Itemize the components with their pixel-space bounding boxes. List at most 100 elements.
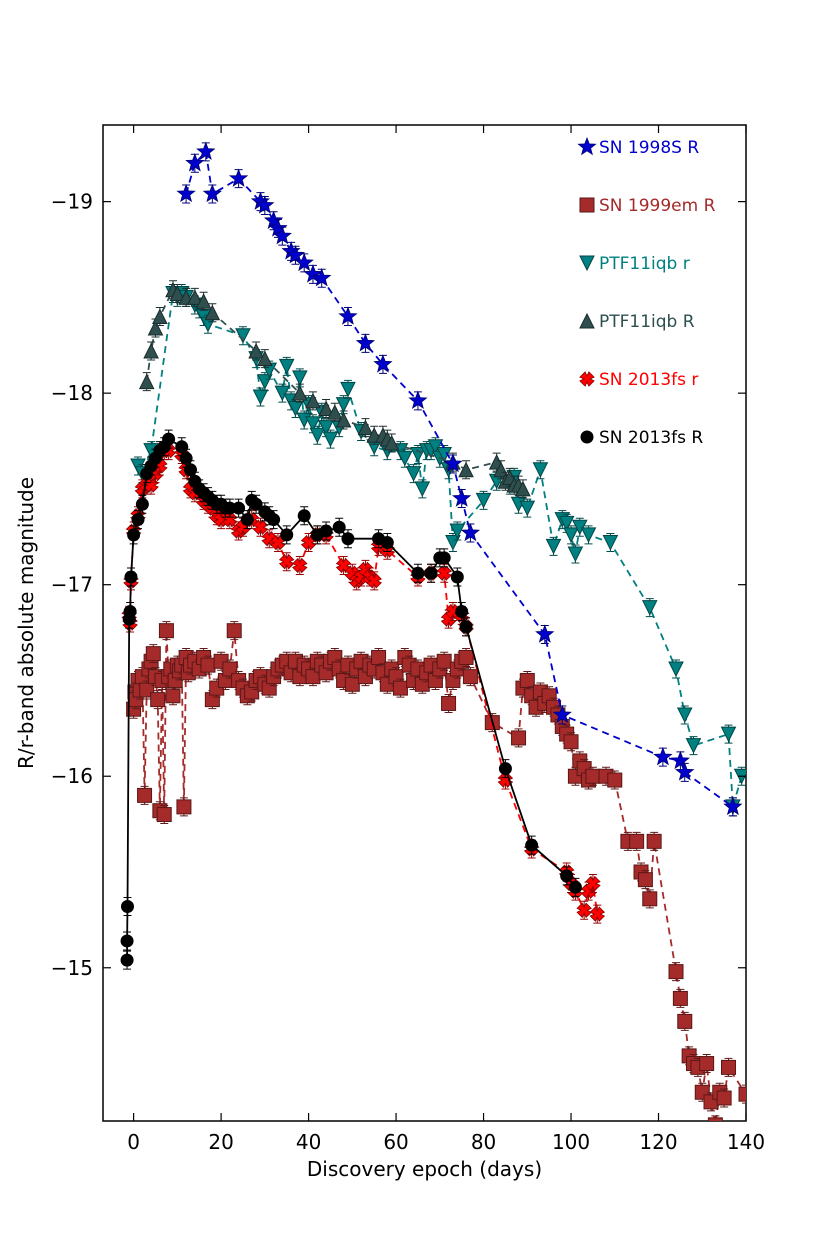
legend-item: SN 2013fs r	[579, 370, 698, 390]
data-point	[270, 534, 286, 551]
data-point	[318, 400, 334, 416]
data-point	[280, 528, 294, 542]
x-tick-label: 0	[127, 1130, 140, 1154]
legend-marker	[579, 371, 595, 387]
data-point	[312, 268, 332, 287]
data-point	[127, 528, 141, 542]
data-point	[452, 488, 472, 507]
data-point	[287, 400, 304, 417]
series-layer	[120, 141, 746, 1121]
data-point	[319, 524, 333, 538]
x-tick-label: 140	[727, 1130, 765, 1154]
data-point	[411, 566, 425, 580]
legend-label: SN 2013fs r	[599, 370, 698, 390]
legend-label: PTF11iqb R	[599, 312, 695, 332]
data-point	[459, 620, 473, 634]
data-point	[677, 1013, 693, 1029]
data-point	[672, 990, 688, 1006]
data-point	[196, 141, 216, 161]
data-point	[458, 461, 474, 478]
data-point	[272, 225, 292, 245]
data-point	[204, 304, 221, 321]
data-point	[305, 392, 321, 409]
data-point	[263, 210, 284, 230]
data-point	[226, 623, 242, 639]
data-point	[267, 513, 281, 527]
data-point	[202, 183, 222, 203]
data-point	[179, 451, 193, 465]
legend-item: SN 1998S R	[577, 136, 699, 158]
data-point	[629, 833, 645, 849]
data-point	[585, 875, 601, 892]
data-point	[641, 600, 658, 616]
y-tick-label: −15	[51, 956, 93, 980]
series-sn-1998s-r	[176, 141, 743, 817]
data-point	[685, 738, 702, 754]
data-point	[563, 527, 579, 544]
data-point	[397, 450, 413, 467]
data-point	[535, 624, 555, 643]
data-point	[637, 872, 653, 888]
plot-frame	[102, 124, 747, 1122]
data-point	[183, 463, 197, 477]
data-point	[176, 183, 196, 203]
data-point	[169, 285, 186, 302]
data-point	[340, 381, 356, 398]
legend-item: SN 2013fs R	[580, 428, 703, 448]
data-point	[437, 551, 451, 565]
data-point	[252, 519, 269, 535]
series-line-sn-1999em-r	[132, 630, 746, 1121]
data-point	[257, 374, 273, 390]
data-point	[318, 420, 334, 436]
data-point	[249, 497, 263, 511]
data-point	[525, 838, 539, 852]
data-point	[327, 404, 343, 420]
data-point	[143, 342, 159, 359]
data-point	[410, 446, 426, 463]
data-point	[195, 293, 212, 309]
data-point	[137, 787, 153, 803]
series-sn-1999em-r	[126, 621, 746, 1121]
data-point	[511, 730, 527, 746]
x-tick-label: 20	[208, 1130, 233, 1154]
y-tick-label: −19	[51, 190, 93, 214]
data-point	[292, 557, 308, 574]
data-point	[602, 535, 619, 551]
data-point	[357, 419, 374, 436]
data-point	[145, 646, 161, 662]
data-point	[580, 527, 597, 544]
data-point	[120, 899, 134, 913]
data-point	[292, 370, 308, 386]
data-point	[498, 762, 512, 776]
legend-label: SN 1999em R	[599, 196, 716, 216]
x-tick-label: 40	[296, 1130, 321, 1154]
series-line-sn-1998s-r	[185, 149, 734, 808]
legend-label: SN 1998S R	[599, 138, 699, 158]
data-point	[607, 772, 623, 788]
legend-label: SN 2013fs R	[599, 428, 703, 448]
data-point	[716, 1090, 732, 1106]
data-point	[668, 661, 684, 678]
data-point	[147, 319, 164, 336]
data-point	[414, 481, 431, 498]
data-point	[571, 519, 588, 536]
x-tick-label: 100	[552, 1130, 590, 1154]
data-point	[156, 807, 172, 823]
legend-item: PTF11iqb R	[579, 312, 695, 332]
data-point	[568, 880, 582, 894]
data-point	[445, 535, 461, 551]
data-point	[738, 1086, 746, 1102]
y-axis-label: R/r-band absolute magnitude	[14, 477, 38, 769]
data-point	[322, 431, 339, 448]
data-point	[493, 461, 509, 478]
series-line-sn-2013fs-r	[126, 437, 577, 961]
x-tick-label: 60	[383, 1130, 408, 1154]
data-point	[449, 523, 466, 540]
legend-marker	[580, 430, 594, 444]
data-point	[721, 1059, 737, 1075]
data-point	[653, 746, 673, 766]
data-point	[405, 466, 422, 482]
data-point	[175, 440, 189, 454]
data-point	[380, 536, 394, 550]
